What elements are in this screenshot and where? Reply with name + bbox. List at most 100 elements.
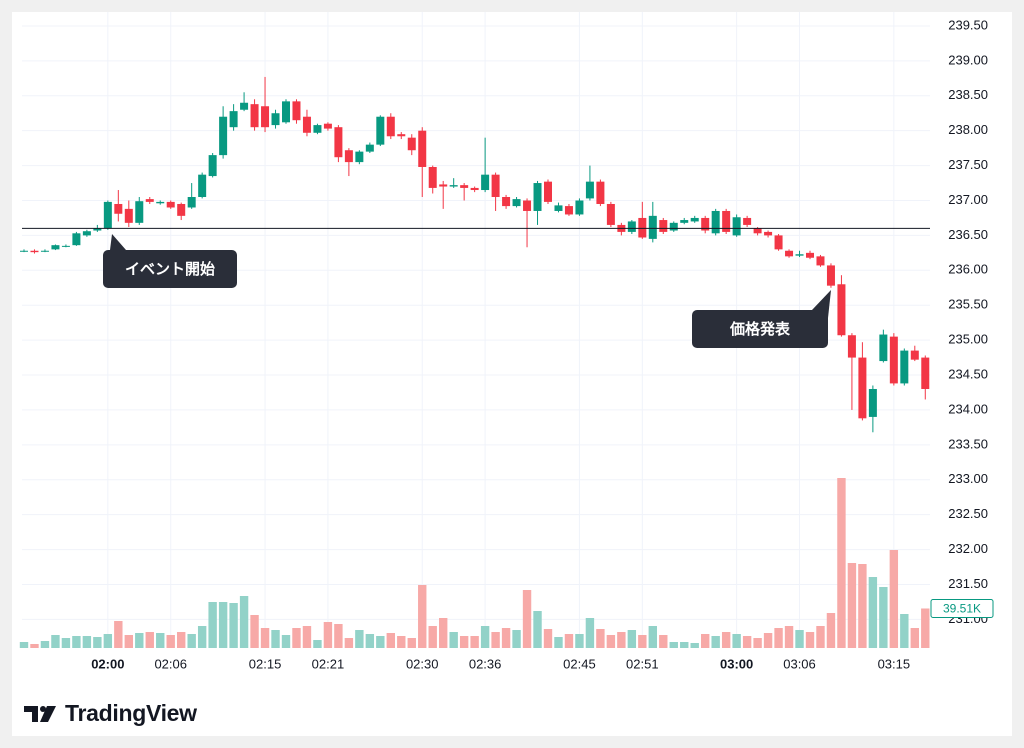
x-tick-label: 02:21 <box>312 656 345 671</box>
candle-body <box>114 203 123 214</box>
candle-body <box>743 217 752 225</box>
volume-bar <box>900 614 909 648</box>
candle-body <box>376 116 385 145</box>
volume-bar <box>512 630 521 648</box>
candle-body <box>774 235 783 250</box>
y-tick-label: 236.50 <box>948 227 988 242</box>
y-tick-label: 235.00 <box>948 332 988 347</box>
y-tick-label: 237.50 <box>948 157 988 172</box>
candle-body <box>638 217 647 238</box>
volume-bar <box>543 629 553 648</box>
x-tick-label: 03:06 <box>783 656 816 671</box>
candle-body <box>585 181 594 199</box>
volume-bar <box>407 638 416 648</box>
volume-bar <box>449 632 458 648</box>
candle-body <box>921 357 930 389</box>
volume-bar <box>218 602 228 648</box>
volume-bar <box>365 634 375 648</box>
volume-bar <box>491 632 500 648</box>
volume-bar <box>680 642 689 648</box>
candle-body <box>250 104 259 128</box>
candle-body <box>826 265 835 286</box>
volume-bar <box>480 626 490 648</box>
volume-bar <box>344 638 354 648</box>
volume-bar <box>648 626 657 648</box>
candle-body <box>355 151 364 163</box>
candle-body <box>533 183 542 211</box>
candle-body <box>187 197 196 208</box>
candle-body <box>103 201 112 229</box>
candle-body <box>575 200 584 215</box>
candle-body <box>407 137 416 151</box>
x-tick-label: 02:30 <box>406 656 439 671</box>
volume-bar <box>585 618 595 648</box>
candle-body <box>386 116 395 137</box>
candle-body <box>418 130 427 167</box>
candle-body <box>690 217 699 222</box>
callout-box <box>103 250 237 288</box>
y-tick-label: 231.50 <box>948 576 988 591</box>
y-tick-label: 238.00 <box>948 122 988 137</box>
candle-body <box>659 220 668 232</box>
volume-bar <box>501 628 511 648</box>
volume-bar <box>292 628 301 648</box>
candle-body <box>837 284 846 336</box>
volume-bar <box>386 633 395 648</box>
candle-body <box>491 174 500 198</box>
candle-body <box>30 250 39 253</box>
y-tick-label: 237.00 <box>948 192 988 207</box>
y-tick-label: 234.50 <box>948 366 988 381</box>
volume-bar <box>868 577 878 648</box>
candle-body <box>544 181 552 202</box>
volume-bar <box>459 636 469 648</box>
candle-body <box>302 116 311 133</box>
volume-bar <box>30 644 39 648</box>
volume-bar <box>617 632 626 648</box>
candle-body <box>208 155 217 177</box>
callout-text: イベント開始 <box>125 260 215 278</box>
volume-label: 39.51K <box>943 602 981 616</box>
volume-bar <box>627 630 637 648</box>
candle-body <box>879 334 888 362</box>
volume-bar <box>742 636 752 648</box>
candle-body <box>82 231 91 236</box>
candle-body <box>313 125 322 133</box>
candle-body <box>344 150 353 163</box>
volume-label-box <box>930 598 994 618</box>
candle-body <box>795 254 804 256</box>
candle-body <box>680 220 689 223</box>
candle-body <box>439 184 448 187</box>
candle-body <box>282 101 290 123</box>
candle-body <box>732 217 741 236</box>
volume-bar <box>533 611 542 648</box>
volume-bar <box>554 637 563 648</box>
volume-bar <box>103 634 113 648</box>
volume-bar <box>323 622 333 648</box>
y-tick-label: 232.50 <box>948 506 988 521</box>
candle-body <box>470 187 479 191</box>
candle-body <box>334 127 343 158</box>
candle-body <box>292 101 301 121</box>
volume-bar <box>334 624 343 648</box>
volume-bar <box>732 634 741 648</box>
candle-body <box>271 113 280 126</box>
volume-bar <box>61 638 71 648</box>
volume-bar <box>229 603 238 648</box>
volume-bar <box>313 640 322 648</box>
candle-body <box>428 166 437 188</box>
candle-body <box>219 116 228 156</box>
candle-body <box>785 250 794 257</box>
x-tick-label: 02:36 <box>469 656 502 671</box>
volume-bar <box>826 613 836 648</box>
x-tick-label: 02:51 <box>626 656 659 671</box>
candle-body <box>397 134 406 137</box>
volume-bar <box>302 626 312 648</box>
candle-body <box>554 205 563 211</box>
candle-body <box>51 245 60 250</box>
volume-bar <box>260 628 270 648</box>
volume-bar <box>638 635 647 648</box>
candle-body <box>868 388 877 417</box>
volume-bar <box>19 642 29 648</box>
volume-bar <box>93 637 102 648</box>
